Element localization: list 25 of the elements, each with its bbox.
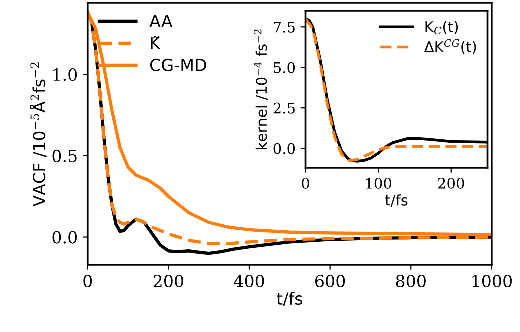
x-tick-label: 0 xyxy=(84,274,92,288)
x-axis-title: t/fs xyxy=(385,194,408,208)
y-tick-label: 0.5 xyxy=(52,150,77,162)
x-axis-title: t/fs xyxy=(277,292,302,306)
legend-label: K̃ xyxy=(151,36,161,50)
legend-label: CG-MD xyxy=(150,58,206,72)
x-tick-label: 600 xyxy=(316,274,346,288)
legend-label: ΔK$^{CG}$(t) xyxy=(424,39,476,54)
legend-label: K$_{C}$(t) xyxy=(426,21,458,35)
x-tick-label: 800 xyxy=(396,274,426,288)
x-tick-label: 400 xyxy=(234,274,264,288)
y-tick-label: 7.5 xyxy=(274,22,295,33)
x-tick-label: 0 xyxy=(302,178,310,190)
y-axis-title: kernel /10$^{−4}$ fs$^{−2}$ xyxy=(254,30,268,150)
y-tick-label: 1.0 xyxy=(54,68,78,82)
legend-label: AA xyxy=(150,15,173,28)
x-tick-label: 100 xyxy=(366,178,392,190)
y-tick-label: 5.0 xyxy=(274,62,296,74)
x-tick-label: 200 xyxy=(438,178,464,190)
y-tick-label: 0.0 xyxy=(274,143,296,154)
x-tick-label: 200 xyxy=(154,274,184,288)
y-tick-label: 0.0 xyxy=(52,231,78,244)
y-axis-title: VACF /10$^{−5}$Å$^{2}$fs$^{−2}$ xyxy=(30,62,47,207)
y-tick-label: 2.5 xyxy=(274,102,295,114)
x-tick-label: 1000 xyxy=(472,274,512,288)
